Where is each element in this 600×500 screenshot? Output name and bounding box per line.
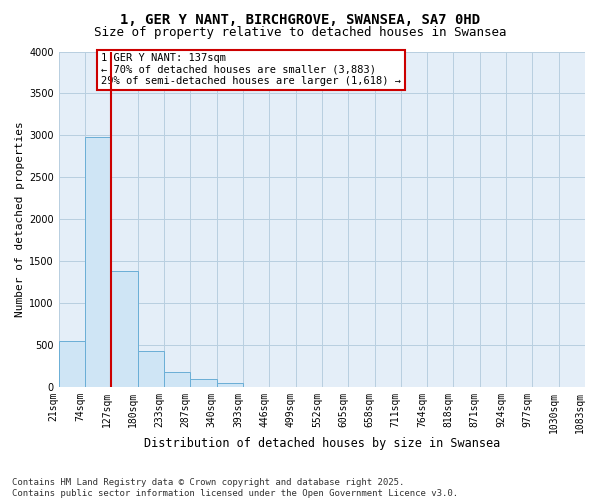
Text: 1 GER Y NANT: 137sqm
← 70% of detached houses are smaller (3,883)
29% of semi-de: 1 GER Y NANT: 137sqm ← 70% of detached h… — [101, 53, 401, 86]
Text: Size of property relative to detached houses in Swansea: Size of property relative to detached ho… — [94, 26, 506, 39]
Bar — [112, 271, 138, 387]
Bar — [190, 380, 217, 387]
Text: Contains HM Land Registry data © Crown copyright and database right 2025.
Contai: Contains HM Land Registry data © Crown c… — [12, 478, 458, 498]
Bar — [217, 382, 243, 387]
Y-axis label: Number of detached properties: Number of detached properties — [15, 122, 25, 317]
Bar — [138, 351, 164, 387]
X-axis label: Distribution of detached houses by size in Swansea: Distribution of detached houses by size … — [144, 437, 500, 450]
Bar — [59, 340, 85, 387]
Bar — [164, 372, 190, 387]
Bar — [85, 137, 112, 387]
Text: 1, GER Y NANT, BIRCHGROVE, SWANSEA, SA7 0HD: 1, GER Y NANT, BIRCHGROVE, SWANSEA, SA7 … — [120, 12, 480, 26]
